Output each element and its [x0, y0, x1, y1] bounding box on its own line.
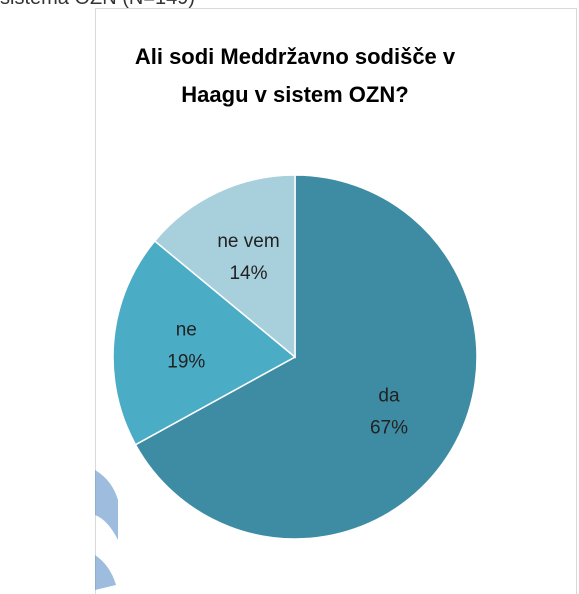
pie-slice [153, 174, 296, 359]
pie-slice [134, 174, 478, 540]
pie-slice [112, 239, 297, 446]
slice-value-label: 67% [370, 418, 408, 439]
slice-label: ne vem [217, 231, 279, 252]
slice-label: ne [176, 320, 197, 341]
slice-value-label: 19% [167, 352, 205, 373]
chart-title: Ali sodi Meddržavno sodišče v Haagu v si… [134, 44, 456, 107]
chart-frame [95, 8, 577, 594]
decoration [95, 470, 118, 540]
slice-label: da [378, 386, 400, 407]
decoration [95, 555, 116, 590]
caption: sistema OZN (N=149) [0, 0, 195, 10]
slice-value-label: 14% [229, 263, 267, 284]
